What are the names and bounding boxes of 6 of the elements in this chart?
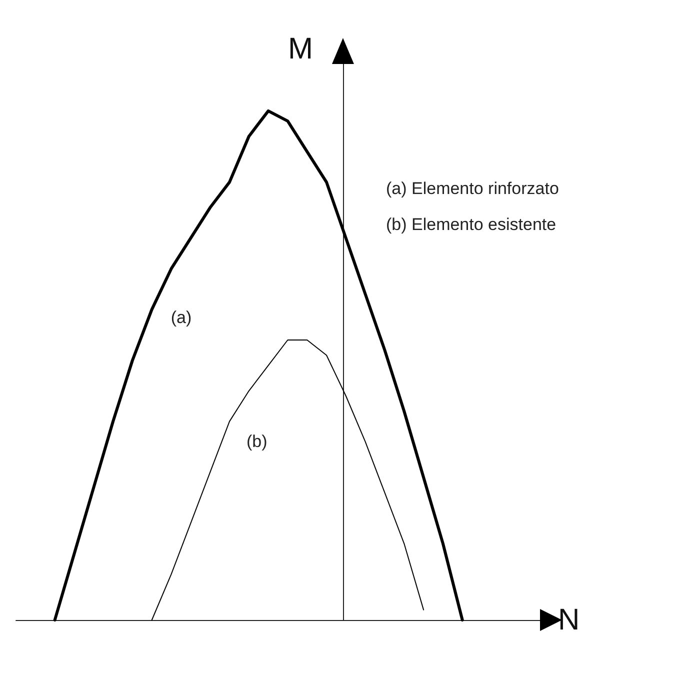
y-axis-title: M xyxy=(288,32,313,66)
series-label: (b) xyxy=(246,432,268,451)
annotation: (b) Elemento esistente xyxy=(386,215,556,234)
series-label: (a) xyxy=(170,308,192,327)
annotation: (a) Elemento rinforzato xyxy=(386,179,559,198)
x-axis-title: N xyxy=(558,604,580,636)
